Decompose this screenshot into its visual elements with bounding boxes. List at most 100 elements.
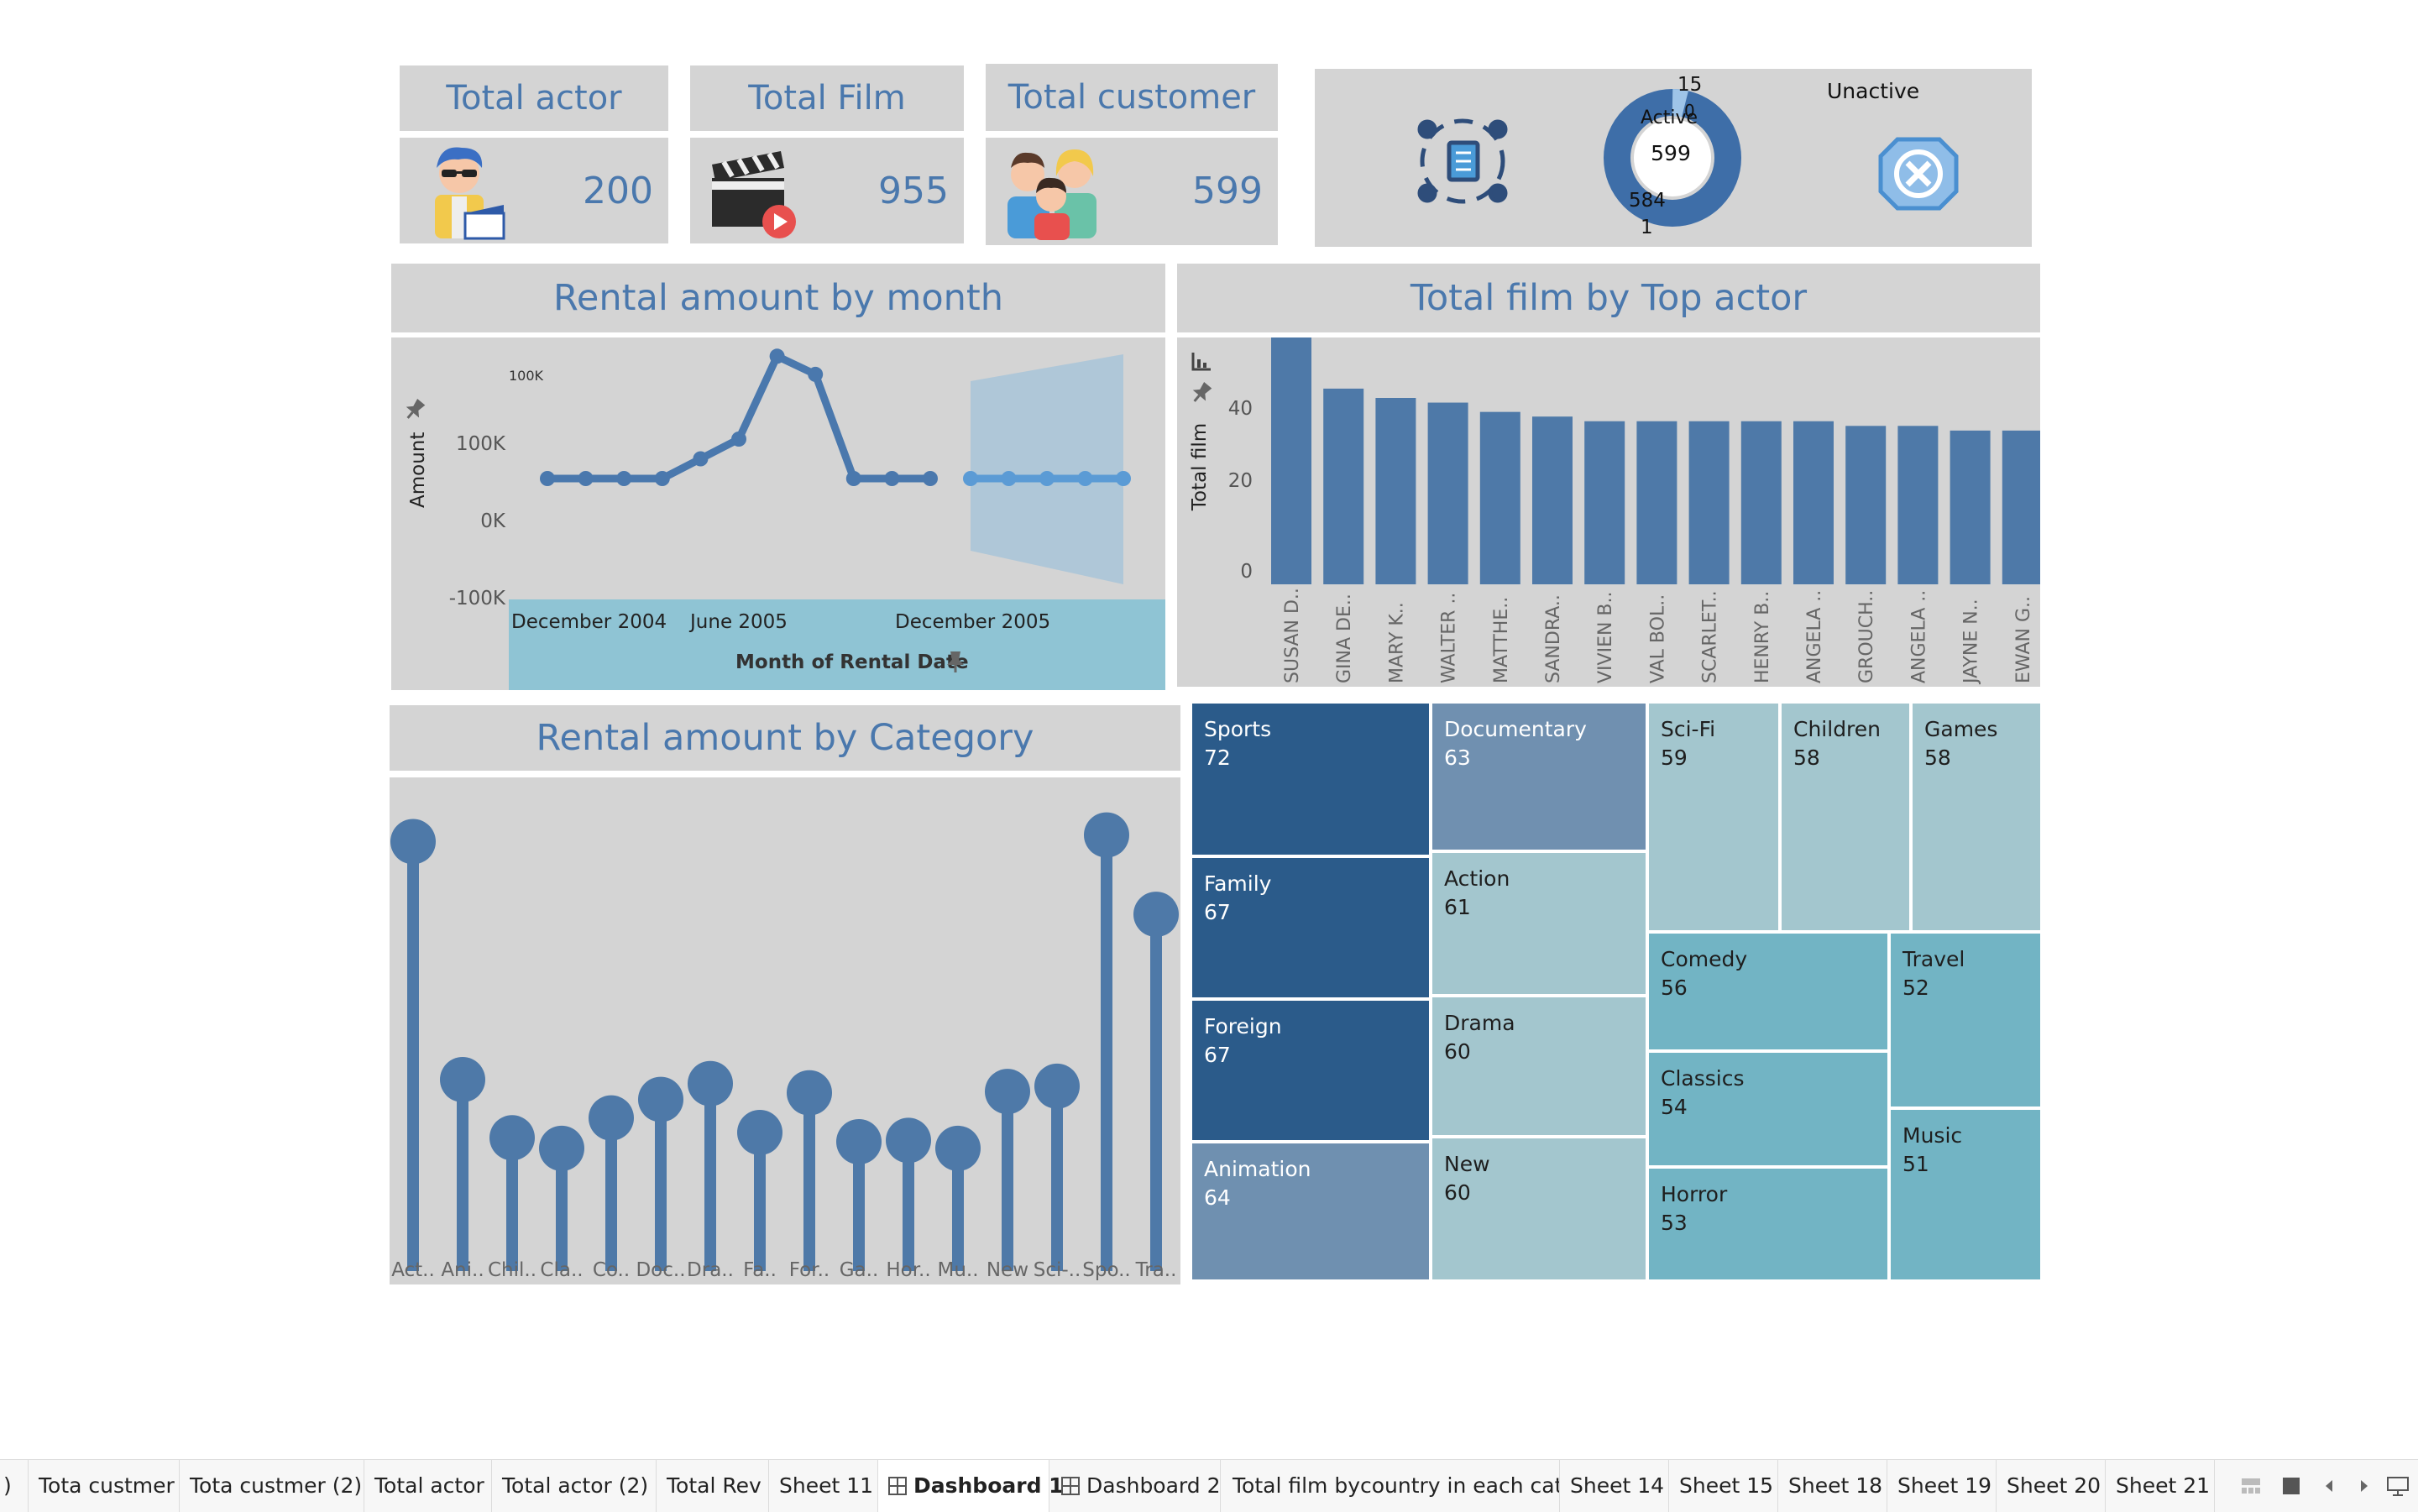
category-dot bbox=[390, 819, 436, 865]
actor-icon bbox=[415, 143, 507, 245]
month-axis-band[interactable] bbox=[509, 599, 1165, 690]
tab-total-actor[interactable]: Total actor bbox=[364, 1460, 492, 1512]
tab-label: Dashboard 2 bbox=[1086, 1473, 1221, 1498]
donut-center-value: 599 bbox=[1651, 141, 1691, 165]
category-dot bbox=[836, 1119, 882, 1164]
actor-bar bbox=[2002, 430, 2043, 584]
tab-label: ) bbox=[3, 1473, 12, 1498]
top-actor-ylabel: Total film bbox=[1189, 422, 1211, 511]
category-tick-label: Ani.. bbox=[441, 1259, 484, 1281]
treemap-cell-value: 60 bbox=[1444, 1180, 1471, 1205]
total-actor-title: Total actor bbox=[400, 65, 668, 131]
treemap-cell[interactable]: Music 51 bbox=[1889, 1108, 2042, 1281]
active-donut[interactable] bbox=[1604, 89, 1741, 227]
ytick-neg100k-label: -100K bbox=[448, 588, 505, 610]
scroll-right-icon[interactable] bbox=[2356, 1477, 2373, 1499]
pin-icon-y[interactable] bbox=[403, 398, 427, 425]
rental-month-chart[interactable]: 100K 100K 0K -100K Amount December 2004 … bbox=[391, 337, 1165, 690]
category-dot bbox=[1084, 812, 1129, 858]
total-actor-card[interactable]: 200 bbox=[400, 138, 668, 243]
bar-chart-icon[interactable] bbox=[1191, 351, 1212, 374]
actor-bar bbox=[1532, 416, 1573, 584]
category-dot bbox=[688, 1060, 733, 1107]
tab-label: Tota custmer (2) bbox=[190, 1473, 363, 1498]
treemap-cell[interactable]: Travel 52 bbox=[1889, 932, 2042, 1108]
scroll-left-icon[interactable] bbox=[2321, 1477, 2337, 1499]
total-actor-value: 200 bbox=[583, 170, 653, 212]
treemap-cell[interactable]: Comedy 56 bbox=[1647, 932, 1889, 1051]
actor-tick-label: ANGELA .. bbox=[1908, 590, 1929, 683]
tab-sheet-14[interactable]: Sheet 14 bbox=[1560, 1460, 1669, 1512]
category-dot bbox=[440, 1056, 485, 1102]
category-tick-label: Spo.. bbox=[1082, 1259, 1131, 1281]
rental-month-ylabel: Amount bbox=[407, 432, 429, 508]
actor-tick-label: VIVIEN B.. bbox=[1595, 591, 1616, 683]
category-tick-label: Act.. bbox=[391, 1259, 435, 1281]
customer-status-panel bbox=[1315, 69, 2032, 247]
treemap-cell-label: Sports bbox=[1204, 717, 1272, 741]
category-tick-label: Dra.. bbox=[687, 1259, 734, 1281]
tab-sheet-21[interactable]: Sheet 21 bbox=[2106, 1460, 2215, 1512]
treemap-cell-value: 54 bbox=[1661, 1095, 1688, 1119]
dashboard-grid-icon bbox=[1061, 1477, 1080, 1495]
treemap-cell-label: Travel bbox=[1902, 947, 1965, 971]
tab-sheet-19[interactable]: Sheet 19 bbox=[1887, 1460, 1997, 1512]
tab-tota-custmer-2[interactable]: Tota custmer (2) bbox=[180, 1460, 364, 1512]
donut-label-584: 584 bbox=[1629, 190, 1666, 212]
treemap-cell[interactable]: Children 58 bbox=[1780, 702, 1911, 932]
total-customer-card[interactable]: 599 bbox=[986, 138, 1278, 245]
sheet-sorter-icon[interactable] bbox=[2280, 1475, 2302, 1500]
actor-tick-label: EWAN G.. bbox=[2013, 596, 2034, 683]
treemap-cell[interactable]: Drama 60 bbox=[1431, 996, 1647, 1137]
treemap-cell-label: Documentary bbox=[1444, 717, 1587, 741]
pin-icon-x[interactable] bbox=[945, 650, 966, 677]
tab-sheet-20[interactable]: Sheet 20 bbox=[1997, 1460, 2106, 1512]
tab-partial[interactable]: ) bbox=[0, 1460, 29, 1512]
active-label: Active bbox=[1641, 107, 1698, 128]
presentation-mode-icon[interactable] bbox=[2386, 1475, 2410, 1500]
actor-bar bbox=[1793, 421, 1834, 584]
tab-label: Sheet 15 bbox=[1679, 1473, 1774, 1498]
treemap-cell[interactable]: Foreign 67 bbox=[1191, 999, 1431, 1142]
tab-total-film-by-country[interactable]: Total film bycountry in each cat... bbox=[1221, 1460, 1560, 1512]
category-tick-label: Mu.. bbox=[937, 1259, 978, 1281]
filmstrip-view-icon[interactable] bbox=[2240, 1475, 2262, 1500]
treemap-cell[interactable]: Classics 54 bbox=[1647, 1051, 1889, 1167]
pin-icon-actor[interactable] bbox=[1191, 381, 1212, 408]
treemap-cell-value: 53 bbox=[1661, 1211, 1688, 1235]
actor-bar bbox=[1950, 430, 1991, 584]
category-tick-label: Sci-.. bbox=[1034, 1259, 1081, 1281]
history-point bbox=[654, 471, 670, 486]
treemap-cell[interactable]: Action 61 bbox=[1431, 851, 1647, 996]
treemap-cell-label: Family bbox=[1204, 871, 1272, 896]
top-actor-chart[interactable]: SUSAN D.. GINA DE.. MARY K.. WALTER .. MATTH… bbox=[1177, 332, 2043, 687]
treemap-cell[interactable]: Horror 53 bbox=[1647, 1167, 1889, 1281]
treemap-cell[interactable]: Games 58 bbox=[1911, 702, 2042, 932]
xtick-dec-2005: December 2005 bbox=[895, 611, 1051, 633]
forecast-point bbox=[1039, 471, 1055, 486]
tab-dashboard-1[interactable]: Dashboard 1 bbox=[878, 1460, 1064, 1512]
tab-total-actor-2[interactable]: Total actor (2) bbox=[492, 1460, 657, 1512]
tab-total-rev[interactable]: Total Rev bbox=[657, 1460, 769, 1512]
xtick-jun-2005: June 2005 bbox=[690, 611, 788, 633]
donut-label-15: 15 bbox=[1677, 74, 1703, 96]
treemap-cell[interactable]: Documentary 63 bbox=[1431, 702, 1647, 851]
tab-dashboard-2[interactable]: Dashboard 2 bbox=[1049, 1460, 1221, 1512]
total-customer-value: 599 bbox=[1192, 170, 1263, 212]
treemap-cell[interactable]: Sci-Fi 59 bbox=[1647, 702, 1780, 932]
treemap-cell[interactable]: New 60 bbox=[1431, 1137, 1647, 1281]
ytick-40: 40 bbox=[1227, 398, 1253, 420]
tab-sheet-11[interactable]: Sheet 11 bbox=[769, 1460, 878, 1512]
ytick-100k-label: 100K bbox=[456, 433, 505, 455]
category-title: Rental amount by Category bbox=[390, 705, 1180, 771]
treemap-cell[interactable]: Family 67 bbox=[1191, 856, 1431, 999]
category-chart[interactable]: Act.. Ani.. Chil.. Cla.. Co.. Doc.. Dra.. Fa.. F… bbox=[390, 777, 1180, 1284]
treemap-cell[interactable]: Animation 64 bbox=[1191, 1142, 1431, 1281]
tab-sheet-15[interactable]: Sheet 15 bbox=[1669, 1460, 1778, 1512]
treemap-cell[interactable]: Sports 72 bbox=[1191, 702, 1431, 856]
category-treemap[interactable]: Sports 72 Family 67 Foreign 67 Animation 64 Docu… bbox=[1191, 702, 2042, 1281]
tab-tota-custmer[interactable]: Tota custmer bbox=[29, 1460, 180, 1512]
total-film-card[interactable]: 955 bbox=[690, 138, 964, 243]
tab-sheet-18[interactable]: Sheet 18 bbox=[1778, 1460, 1887, 1512]
treemap-cell-label: Children bbox=[1793, 717, 1882, 741]
